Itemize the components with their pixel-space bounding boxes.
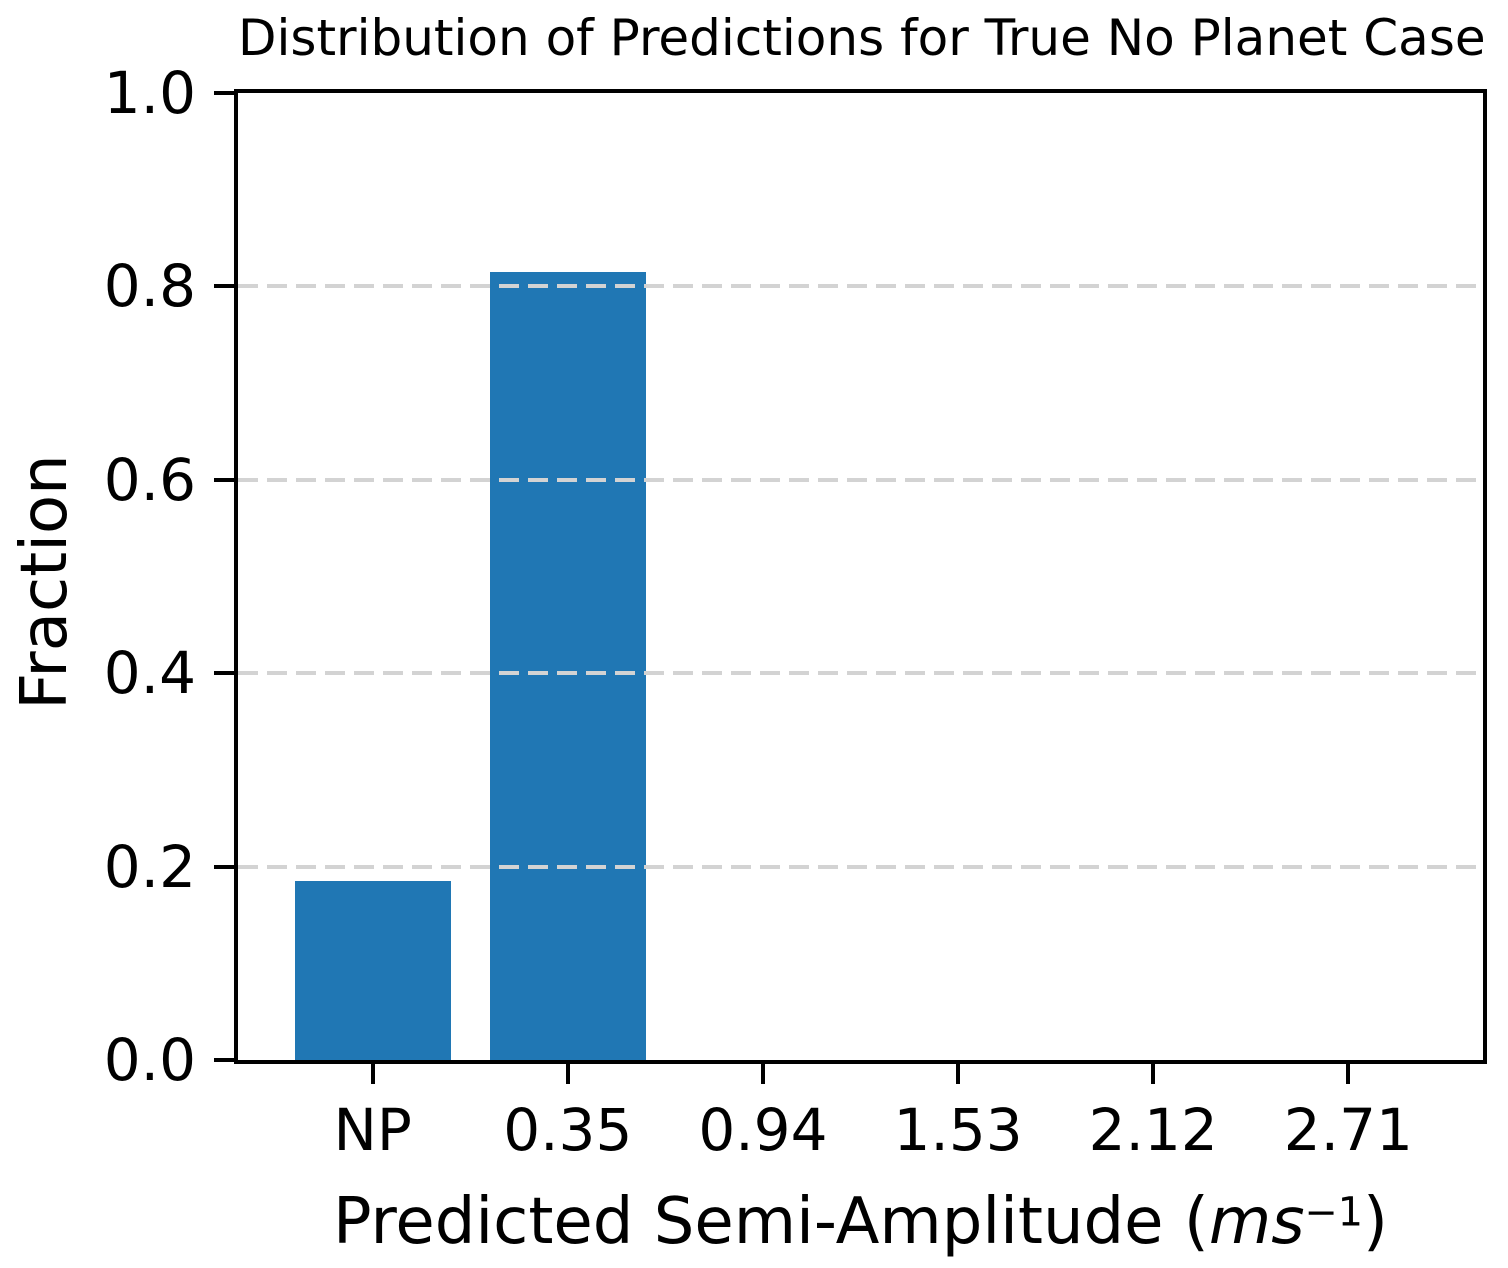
x-tick-mark-1.53 <box>956 1064 961 1084</box>
x-tick-label-0.94: 0.94 <box>698 1096 828 1164</box>
x-tick-label-0.35: 0.35 <box>503 1096 633 1164</box>
gridline-0.6 <box>238 477 1483 482</box>
y-tick-label-1.0: 1.0 <box>103 59 196 127</box>
y-tick-mark-0.0 <box>214 1058 234 1062</box>
x-axis-label-math: ms <box>1208 1185 1305 1259</box>
x-axis-label: Predicted Semi-Amplitude (ms−1) <box>238 1186 1483 1258</box>
chart-title: Distribution of Predictions for True No … <box>238 9 1486 67</box>
y-tick-mark-0.6 <box>214 477 234 482</box>
x-tick-mark-0.35 <box>565 1064 570 1084</box>
y-tick-label-0.4: 0.4 <box>103 639 196 708</box>
x-tick-mark-NP <box>370 1064 375 1084</box>
y-tick-mark-0.8 <box>214 284 234 289</box>
y-tick-mark-1.0 <box>214 91 234 95</box>
bar-NP <box>294 881 451 1060</box>
gridline-0.8 <box>238 284 1483 289</box>
x-axis-label-suffix: ) <box>1363 1185 1388 1259</box>
y-tick-label-0.2: 0.2 <box>103 832 196 901</box>
y-tick-label-0.8: 0.8 <box>103 252 196 321</box>
x-tick-label-2.12: 2.12 <box>1088 1096 1218 1164</box>
plot-area <box>238 93 1483 1060</box>
y-tick-label-0.0: 0.0 <box>103 1026 196 1094</box>
x-tick-label-1.53: 1.53 <box>893 1096 1023 1164</box>
y-tick-mark-0.4 <box>214 671 234 676</box>
bar-0.35 <box>489 271 646 1060</box>
x-tick-label-NP: NP <box>333 1096 412 1164</box>
y-tick-label-0.6: 0.6 <box>103 445 196 514</box>
x-tick-mark-2.12 <box>1151 1064 1156 1084</box>
x-axis-label-prefix: Predicted Semi-Amplitude ( <box>332 1185 1209 1259</box>
x-tick-mark-0.94 <box>760 1064 765 1084</box>
x-tick-mark-2.71 <box>1346 1064 1351 1084</box>
x-axis-label-superscript: −1 <box>1304 1189 1364 1236</box>
y-tick-mark-0.2 <box>214 864 234 869</box>
gridline-0.4 <box>238 671 1483 676</box>
gridline-0.2 <box>238 864 1483 869</box>
x-tick-label-2.71: 2.71 <box>1283 1096 1413 1164</box>
